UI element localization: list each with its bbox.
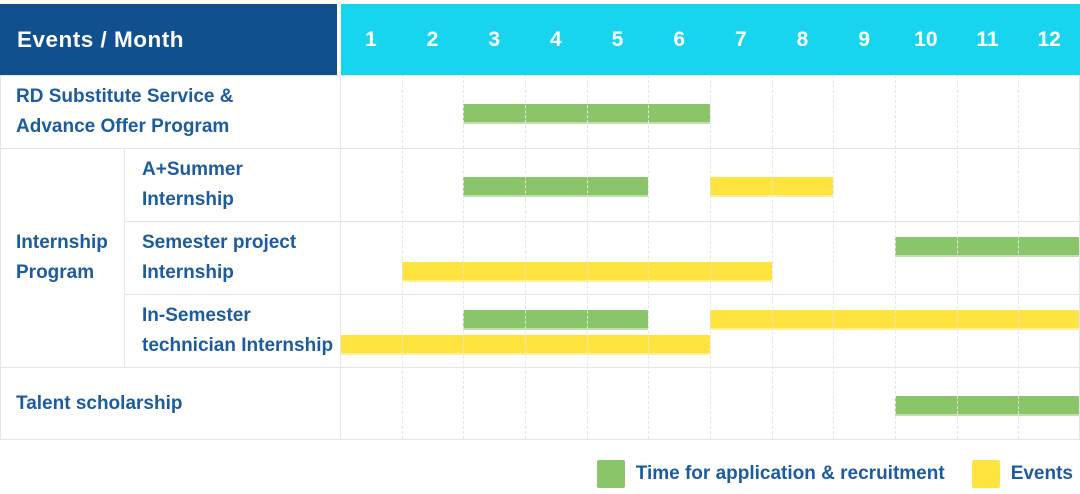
gantt-bar-events [710,177,834,197]
grid-row-line [0,148,1080,149]
grid-column-line [0,75,1,440]
month-gridline [587,75,588,439]
month-gridline [957,75,958,439]
legend-swatch-application [596,460,625,488]
row-label: A+Summer Internship [142,159,243,210]
month-gridline [833,75,834,439]
month-label: 2 [426,27,439,51]
month-label: 5 [611,27,624,51]
legend-swatch-events [971,460,1000,488]
month-gridline [772,75,773,439]
grid-column-line [124,148,125,367]
row-label: Talent scholarship [16,392,183,414]
grid-row-line [0,75,1080,76]
month-label: 1 [364,27,377,51]
gantt-bar-application [463,177,649,197]
month-gridline [710,75,711,439]
month-label: 9 [858,27,870,51]
grid-column-line [340,75,341,440]
row-group-label: Internship Program [16,232,108,283]
month-gridline [895,75,896,439]
gantt-bar-events [401,262,772,282]
row-label: In-Semester technician Internship [142,305,334,356]
gantt-bar-events [710,310,1079,330]
month-gridline [648,75,649,439]
month-label: 12 [1037,27,1061,51]
row-label: RD Substitute Service & Advance Offer Pr… [16,86,234,137]
grid-row-line [0,367,1080,368]
legend: Time for application & recruitment Event… [596,459,1073,489]
month-label: 6 [673,27,685,51]
corner-header-label: Events / Month [17,26,185,52]
legend-label-application: Time for application & recruitment [635,463,945,484]
month-header-row: 1 2 3 4 5 6 7 8 9 10 11 12 [341,4,1080,75]
month-label: 4 [549,27,562,51]
gantt-bar-application [463,310,649,330]
gantt-bar-application [895,396,1079,416]
month-label: 7 [734,27,747,51]
gantt-bar-application [895,237,1079,257]
month-gridline [525,75,526,439]
month-gridline [1018,75,1019,439]
month-label: 3 [488,27,500,51]
row-label: Semester project Internship [142,232,297,283]
grid-row-line [124,221,1080,222]
grid-row-line [0,439,1080,440]
month-label: 8 [796,27,809,51]
month-label: 10 [914,27,938,51]
month-label: 11 [976,27,999,51]
legend-label-events: Events [1010,463,1073,484]
month-gridline [402,75,403,439]
corner-header-cell: Events / Month [0,4,337,75]
grid-row-line [124,294,1080,295]
month-gridline [463,75,464,439]
